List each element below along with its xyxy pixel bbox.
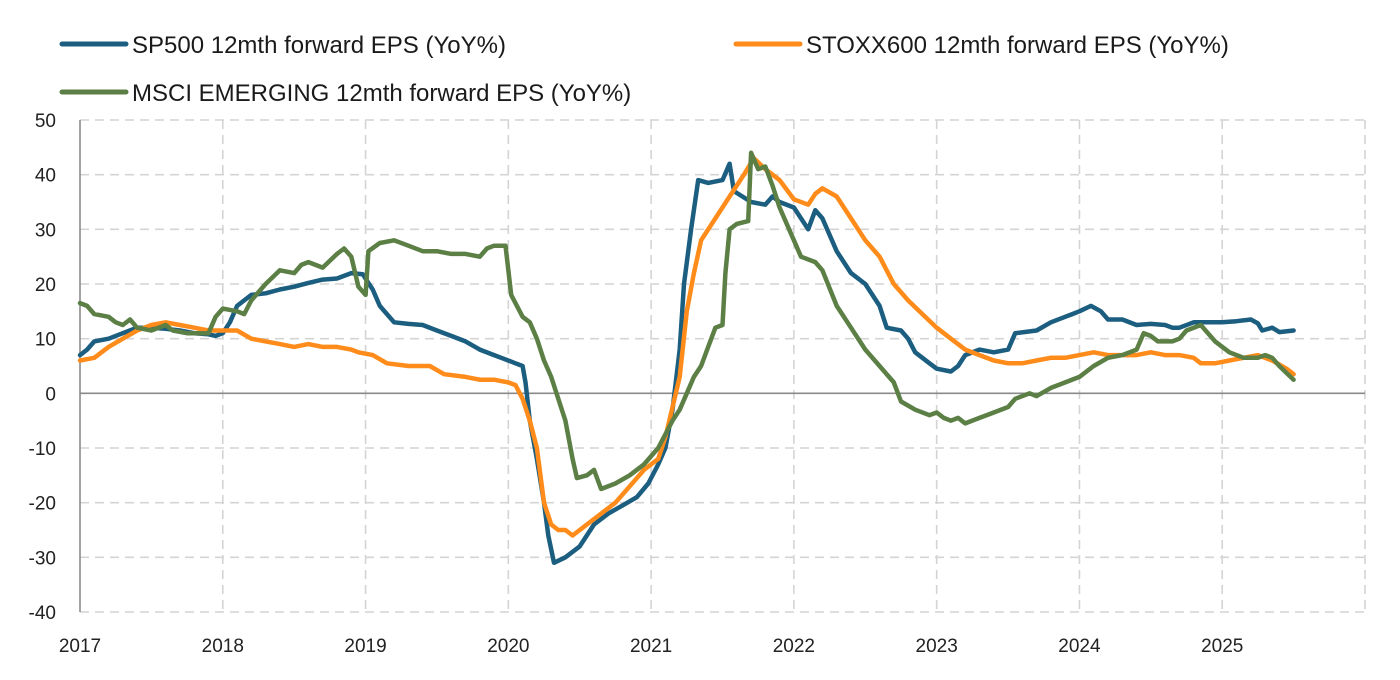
- series-line-2: [77, 150, 1296, 492]
- y-tick-label: 50: [35, 111, 56, 132]
- x-tick-label: 2023: [916, 636, 958, 657]
- legend-label: SP500 12mth forward EPS (YoY%): [132, 32, 506, 59]
- legend-label: STOXX600 12mth forward EPS (YoY%): [806, 32, 1229, 59]
- series-line-0: [77, 161, 1296, 566]
- y-tick-label: -40: [29, 603, 56, 624]
- legend: SP500 12mth forward EPS (YoY%) STOXX600 1…: [59, 32, 1229, 107]
- y-tick-label: 30: [35, 220, 56, 241]
- series-lines: [77, 150, 1296, 566]
- x-axis-ticks: 2017 2018 2019 2020 2021 2022 2023 2024 2025: [59, 636, 1244, 657]
- y-tick-label: 40: [35, 166, 56, 187]
- x-tick-label: 2019: [344, 636, 386, 657]
- x-tick-label: 2020: [487, 636, 529, 657]
- x-tick-label: 2021: [630, 636, 672, 657]
- y-tick-label: -20: [29, 494, 56, 515]
- legend-item: MSCI EMERGING 12mth forward EPS (YoY%): [59, 80, 631, 107]
- x-tick-label: 2017: [59, 636, 101, 657]
- y-tick-label: -30: [29, 548, 56, 569]
- legend-item: STOXX600 12mth forward EPS (YoY%): [733, 32, 1229, 59]
- x-tick-label: 2024: [1058, 636, 1101, 657]
- gridlines: [80, 119, 1366, 613]
- y-tick-label: -10: [29, 439, 56, 460]
- x-tick-label: 2025: [1201, 636, 1243, 657]
- y-tick-label: 0: [45, 384, 56, 405]
- legend-label: MSCI EMERGING 12mth forward EPS (YoY%): [132, 80, 631, 107]
- series-line-1: [77, 156, 1296, 538]
- y-tick-label: 10: [35, 330, 56, 351]
- legend-item: SP500 12mth forward EPS (YoY%): [59, 32, 506, 59]
- x-tick-label: 2018: [202, 636, 244, 657]
- x-tick-label: 2022: [773, 636, 815, 657]
- y-tick-label: 20: [35, 275, 56, 296]
- axes: [79, 120, 1365, 612]
- y-axis-ticks: 50 40 30 20 10 0 -10 -20 -30 -40: [29, 111, 56, 624]
